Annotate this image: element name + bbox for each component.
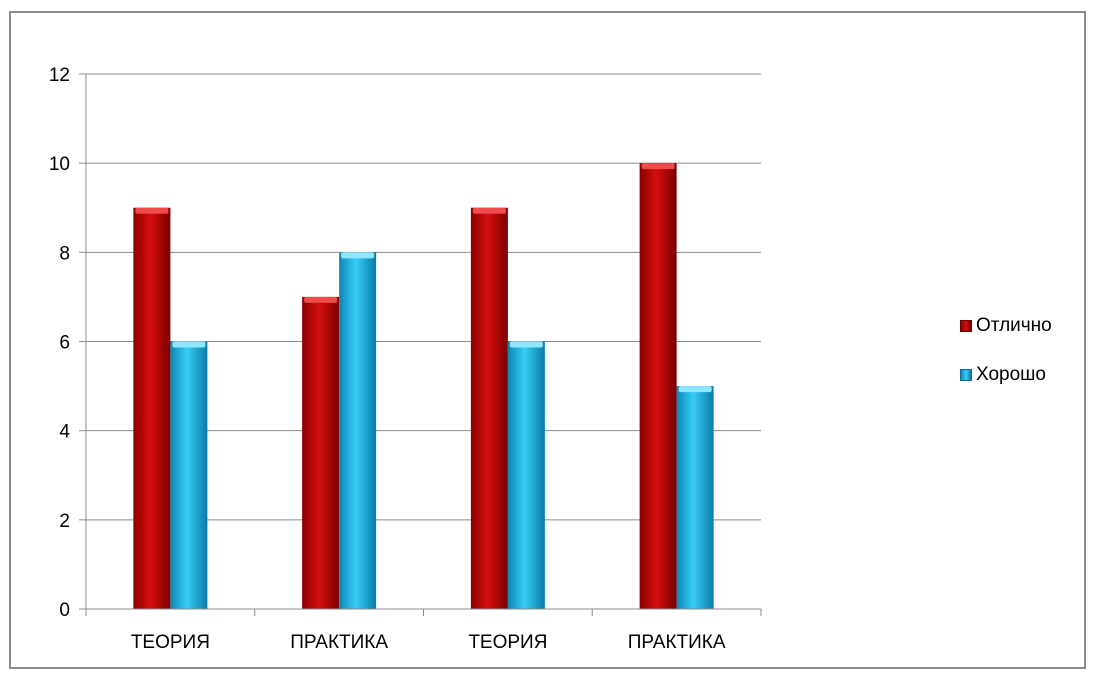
legend-item-excellent: Отлично	[960, 313, 1052, 339]
bar-cap	[135, 207, 169, 214]
bar-body	[133, 207, 171, 609]
bar-body	[639, 163, 677, 609]
bar-good-3	[676, 386, 714, 609]
bar-excellent-0	[133, 207, 171, 609]
legend-label-excellent: Отлично	[976, 315, 1052, 336]
x-tick-label: ТЕОРИЯ	[468, 632, 547, 653]
bar-good-2	[507, 341, 545, 609]
bars	[133, 163, 714, 610]
bar-cap	[172, 341, 206, 348]
bar-cap	[472, 207, 506, 214]
x-tick-label: ТЕОРИЯ	[131, 632, 210, 653]
y-tick-labels: 0 2 4 6 8 10 12	[49, 65, 71, 621]
bar-body	[339, 252, 377, 610]
x-tick-label: ПРАКТИКА	[290, 632, 388, 653]
bar-cap	[641, 163, 675, 170]
legend-swatch-excellent	[960, 320, 972, 332]
bar-excellent-3	[639, 163, 677, 609]
bar-body	[470, 207, 508, 609]
bar-cap	[678, 386, 712, 393]
legend-swatch-good	[960, 369, 972, 381]
legend-label-good: Хорошо	[976, 364, 1046, 385]
bar-body	[302, 296, 340, 609]
bar-body	[170, 341, 208, 609]
y-tick-label: 2	[59, 511, 70, 532]
bar-cap	[304, 296, 338, 303]
bar-excellent-2	[470, 207, 508, 609]
bar-good-1	[339, 252, 377, 610]
y-tick-label: 8	[59, 243, 70, 264]
legend-item-good: Хорошо	[960, 362, 1052, 388]
y-tick-label: 6	[59, 333, 70, 354]
legend: Отлично Хорошо	[960, 313, 1052, 411]
bar-excellent-1	[302, 296, 340, 609]
y-tick-label: 12	[49, 65, 70, 86]
bar-cap	[509, 341, 543, 348]
y-tick-label: 0	[59, 600, 70, 621]
y-tick-label: 10	[49, 154, 70, 175]
y-tick-label: 4	[59, 422, 70, 443]
x-tick-label: ПРАКТИКА	[628, 632, 726, 653]
axes	[85, 74, 762, 616]
bar-body	[676, 386, 714, 609]
bar-good-0	[170, 341, 208, 609]
x-tick-labels: ТЕОРИЯ ПРАКТИКА ТЕОРИЯ ПРАКТИКА	[131, 632, 726, 653]
bar-cap	[341, 252, 375, 259]
bar-body	[507, 341, 545, 609]
